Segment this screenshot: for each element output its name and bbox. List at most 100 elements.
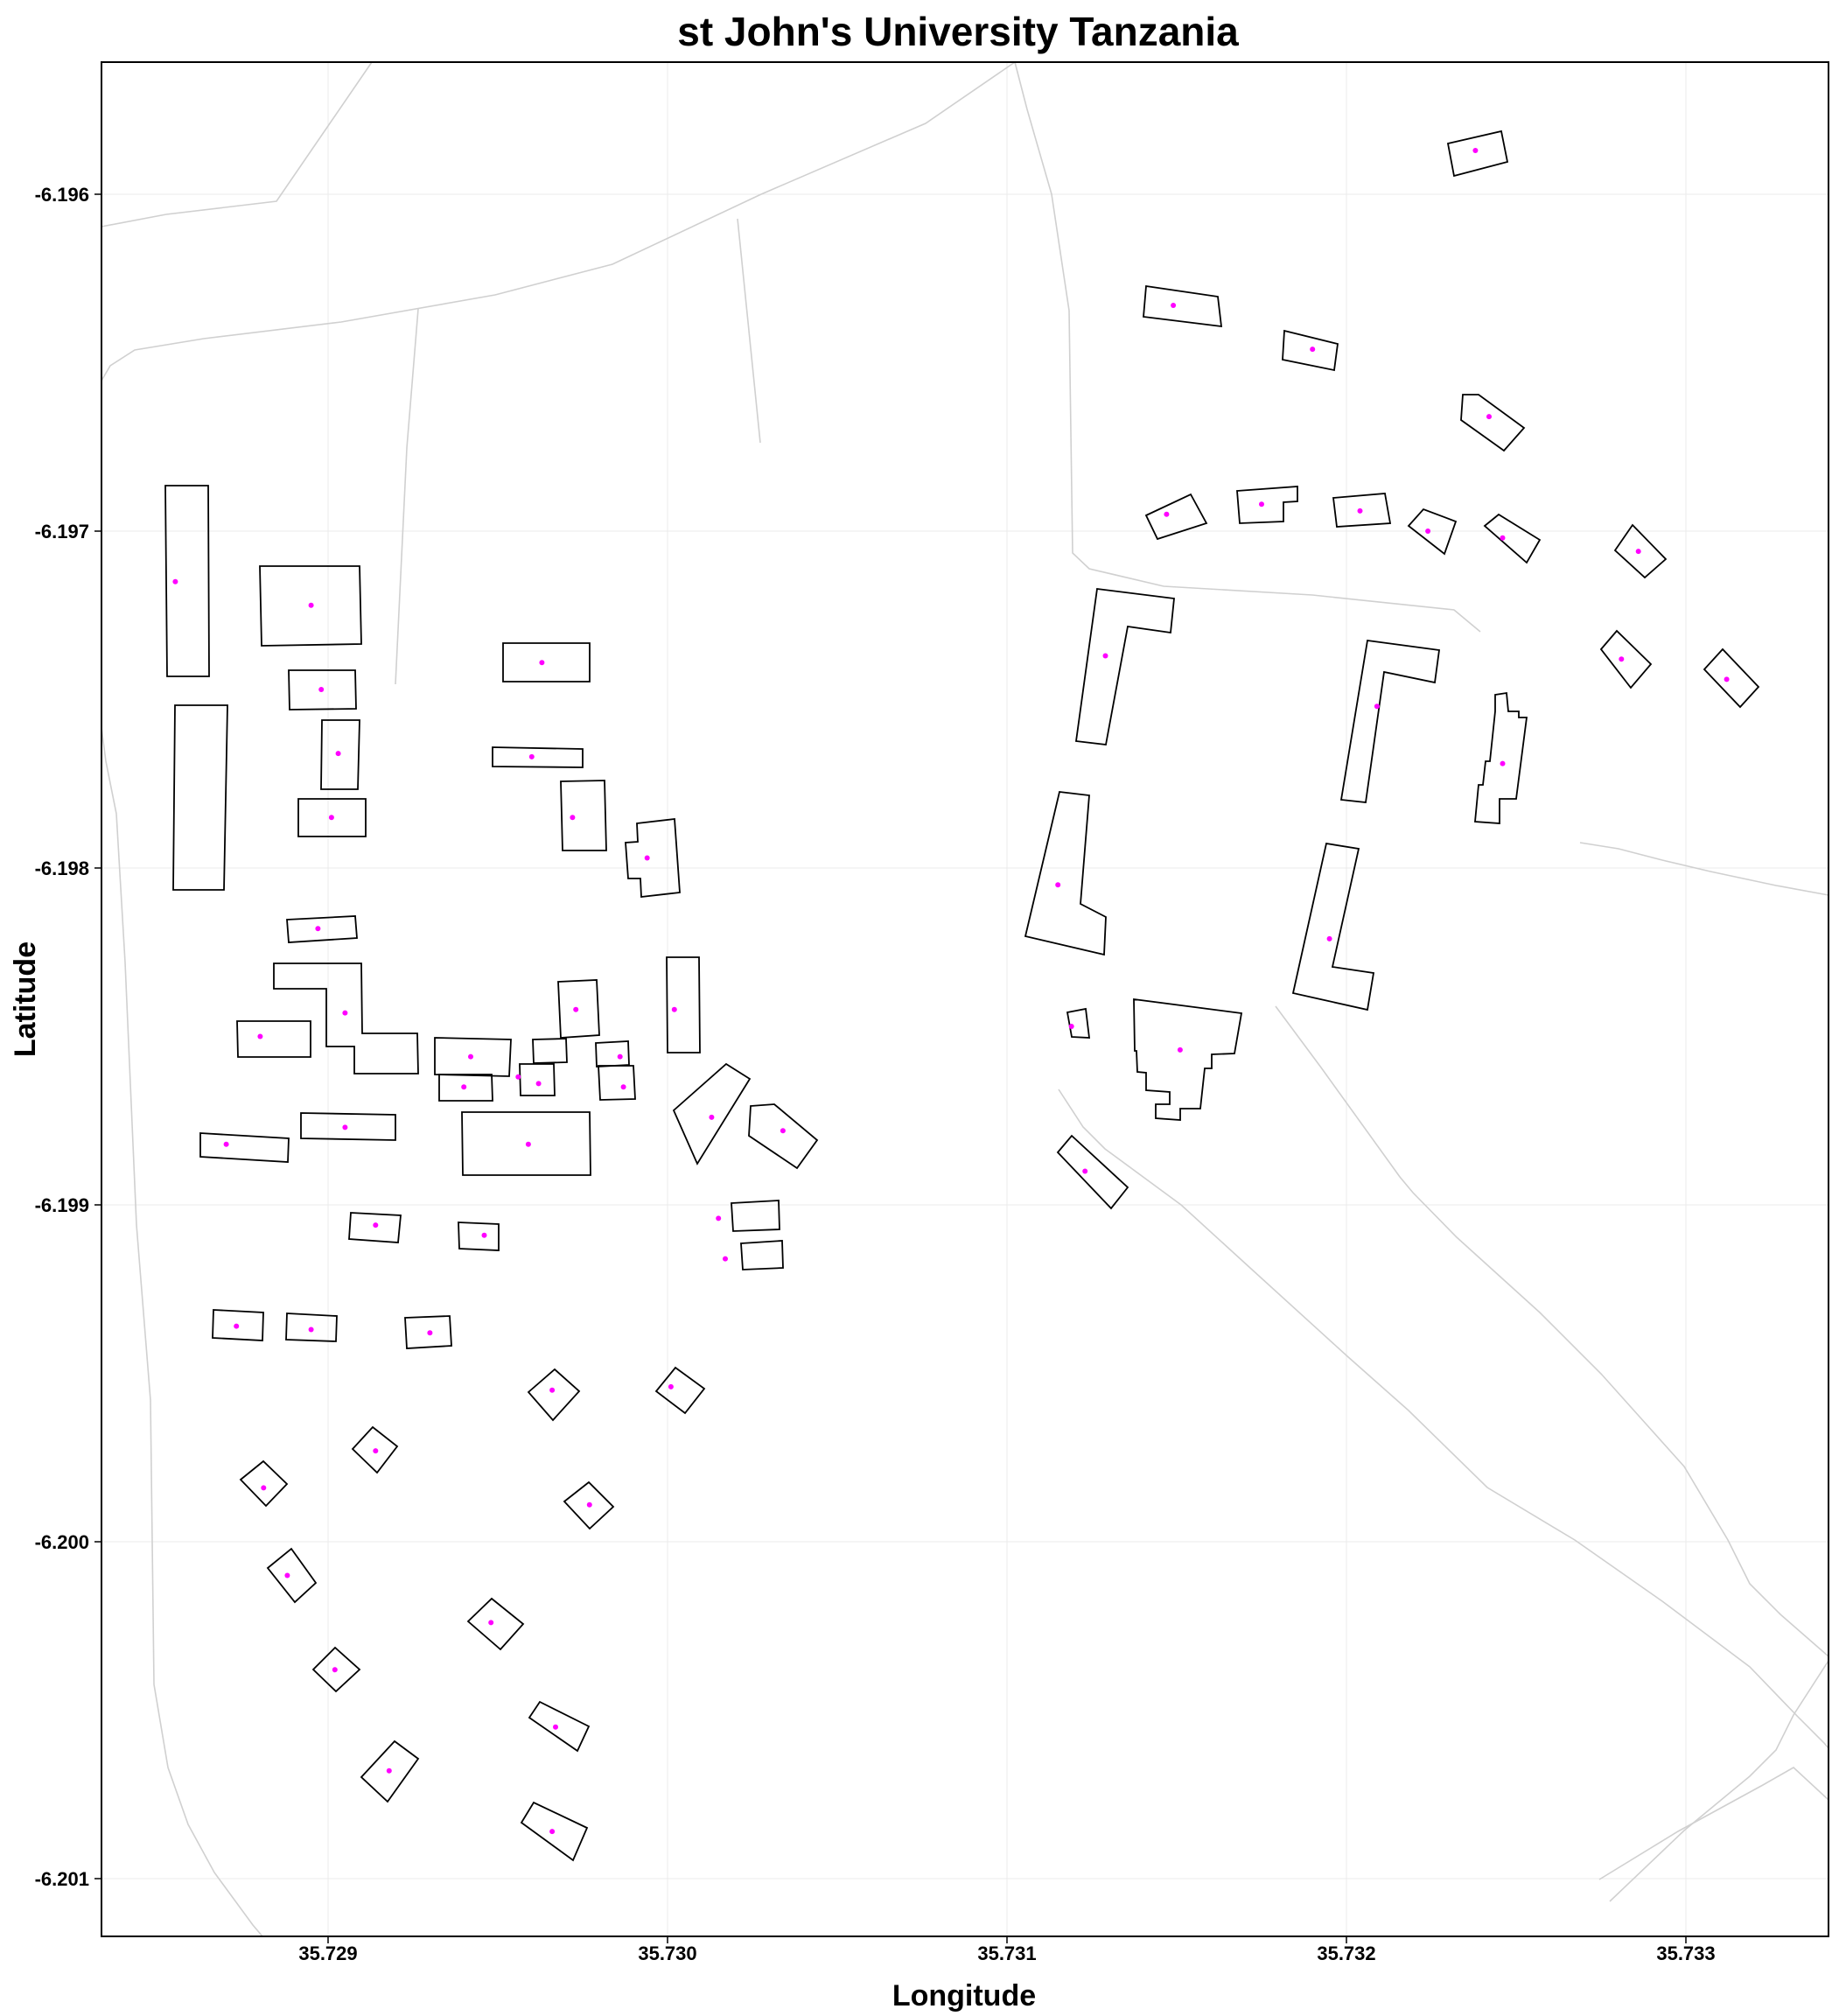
building-centroid [1374,704,1380,710]
building-centroid [709,1114,715,1120]
building-centroid [342,1010,348,1016]
building [1599,629,1653,690]
building-centroid [780,1128,786,1134]
building-centroid [515,1074,521,1080]
road [101,727,263,1937]
building [1024,791,1107,956]
building-centroid [1068,1024,1074,1029]
building-centroid [1500,760,1506,766]
building-centroid [1164,511,1170,517]
building [288,669,357,710]
y-axis: -6.196 -6.197 -6.198 -6.199 -6.200 -6.20… [9,184,101,1890]
building [320,719,360,790]
building [520,1801,589,1862]
building [351,1425,399,1474]
building [560,780,607,851]
building-centroid [342,1124,348,1130]
building-centroid [461,1084,467,1090]
building-centroid [373,1222,379,1228]
building [666,956,701,1054]
road [1598,1767,1829,1880]
building [527,1368,581,1422]
building [563,1480,615,1530]
building [1460,394,1526,452]
road [101,61,1016,382]
building [300,1112,396,1141]
building-centroid [573,1006,579,1012]
building-centroid [1619,656,1625,662]
building [1474,691,1528,824]
building [1236,486,1298,524]
building [239,1460,289,1508]
building [1339,639,1441,803]
y-tick-label: -6.200 [35,1531,89,1553]
road [737,218,761,444]
building [212,1309,264,1341]
building [1074,587,1175,746]
building-centroid [318,687,325,692]
building-centroid [328,815,334,821]
building-centroid [1102,653,1108,659]
building [492,746,584,768]
panel-border [101,61,1829,1937]
x-tick-label: 35.733 [1656,1942,1715,1964]
y-tick-label: -6.197 [35,521,89,542]
building [598,1065,636,1101]
building [672,1062,752,1166]
roads-layer [101,61,1829,1937]
building-centroid [1724,676,1730,682]
x-axis: 35.729 35.730 35.731 35.732 35.733 Longi… [298,1936,1716,2012]
building-centroid [1500,535,1506,541]
building [595,1040,630,1068]
building [528,1700,591,1753]
building [466,1597,525,1651]
buildings-layer [164,130,1760,1862]
building-centroid [1326,935,1332,942]
road [1609,1660,1829,1902]
building [731,1200,780,1232]
building [1291,842,1375,1012]
building [266,1547,318,1604]
building [348,1212,402,1243]
building [502,642,591,682]
building-centroid [671,1006,677,1012]
building-centroid [1486,414,1492,420]
building-centroid [1635,549,1641,555]
y-tick-label: -6.196 [35,184,89,206]
building-centroid [1177,1046,1183,1053]
building [1056,1134,1129,1210]
y-tick-label: -6.199 [35,1194,89,1216]
building [625,817,681,899]
building [1613,523,1668,579]
building-centroid [308,602,314,608]
building [434,1037,512,1077]
building-centroid [644,855,650,861]
building-centroid [488,1620,494,1626]
building-centroid [234,1323,240,1329]
centroids-layer [172,148,1730,1835]
building-centroid [668,1383,674,1390]
building-centroid [525,1141,531,1147]
road [101,61,373,228]
building [172,704,228,891]
building [557,979,600,1039]
building-centroid [386,1768,392,1774]
building [1282,329,1339,372]
building-centroid [535,1081,542,1087]
building [1703,648,1760,709]
building [285,1312,338,1342]
building [740,1240,784,1270]
road [1014,61,1481,633]
building [654,1366,706,1415]
y-axis-title: Latitude [9,942,42,1057]
building [164,485,210,677]
building-centroid [223,1141,229,1147]
building-centroid [335,751,341,757]
building [1407,508,1458,556]
building-centroid [468,1054,473,1060]
x-tick-label: 35.729 [298,1942,357,1964]
building-centroid [315,926,321,932]
x-tick-label: 35.731 [977,1942,1036,1964]
plot-panel [101,61,1829,1937]
